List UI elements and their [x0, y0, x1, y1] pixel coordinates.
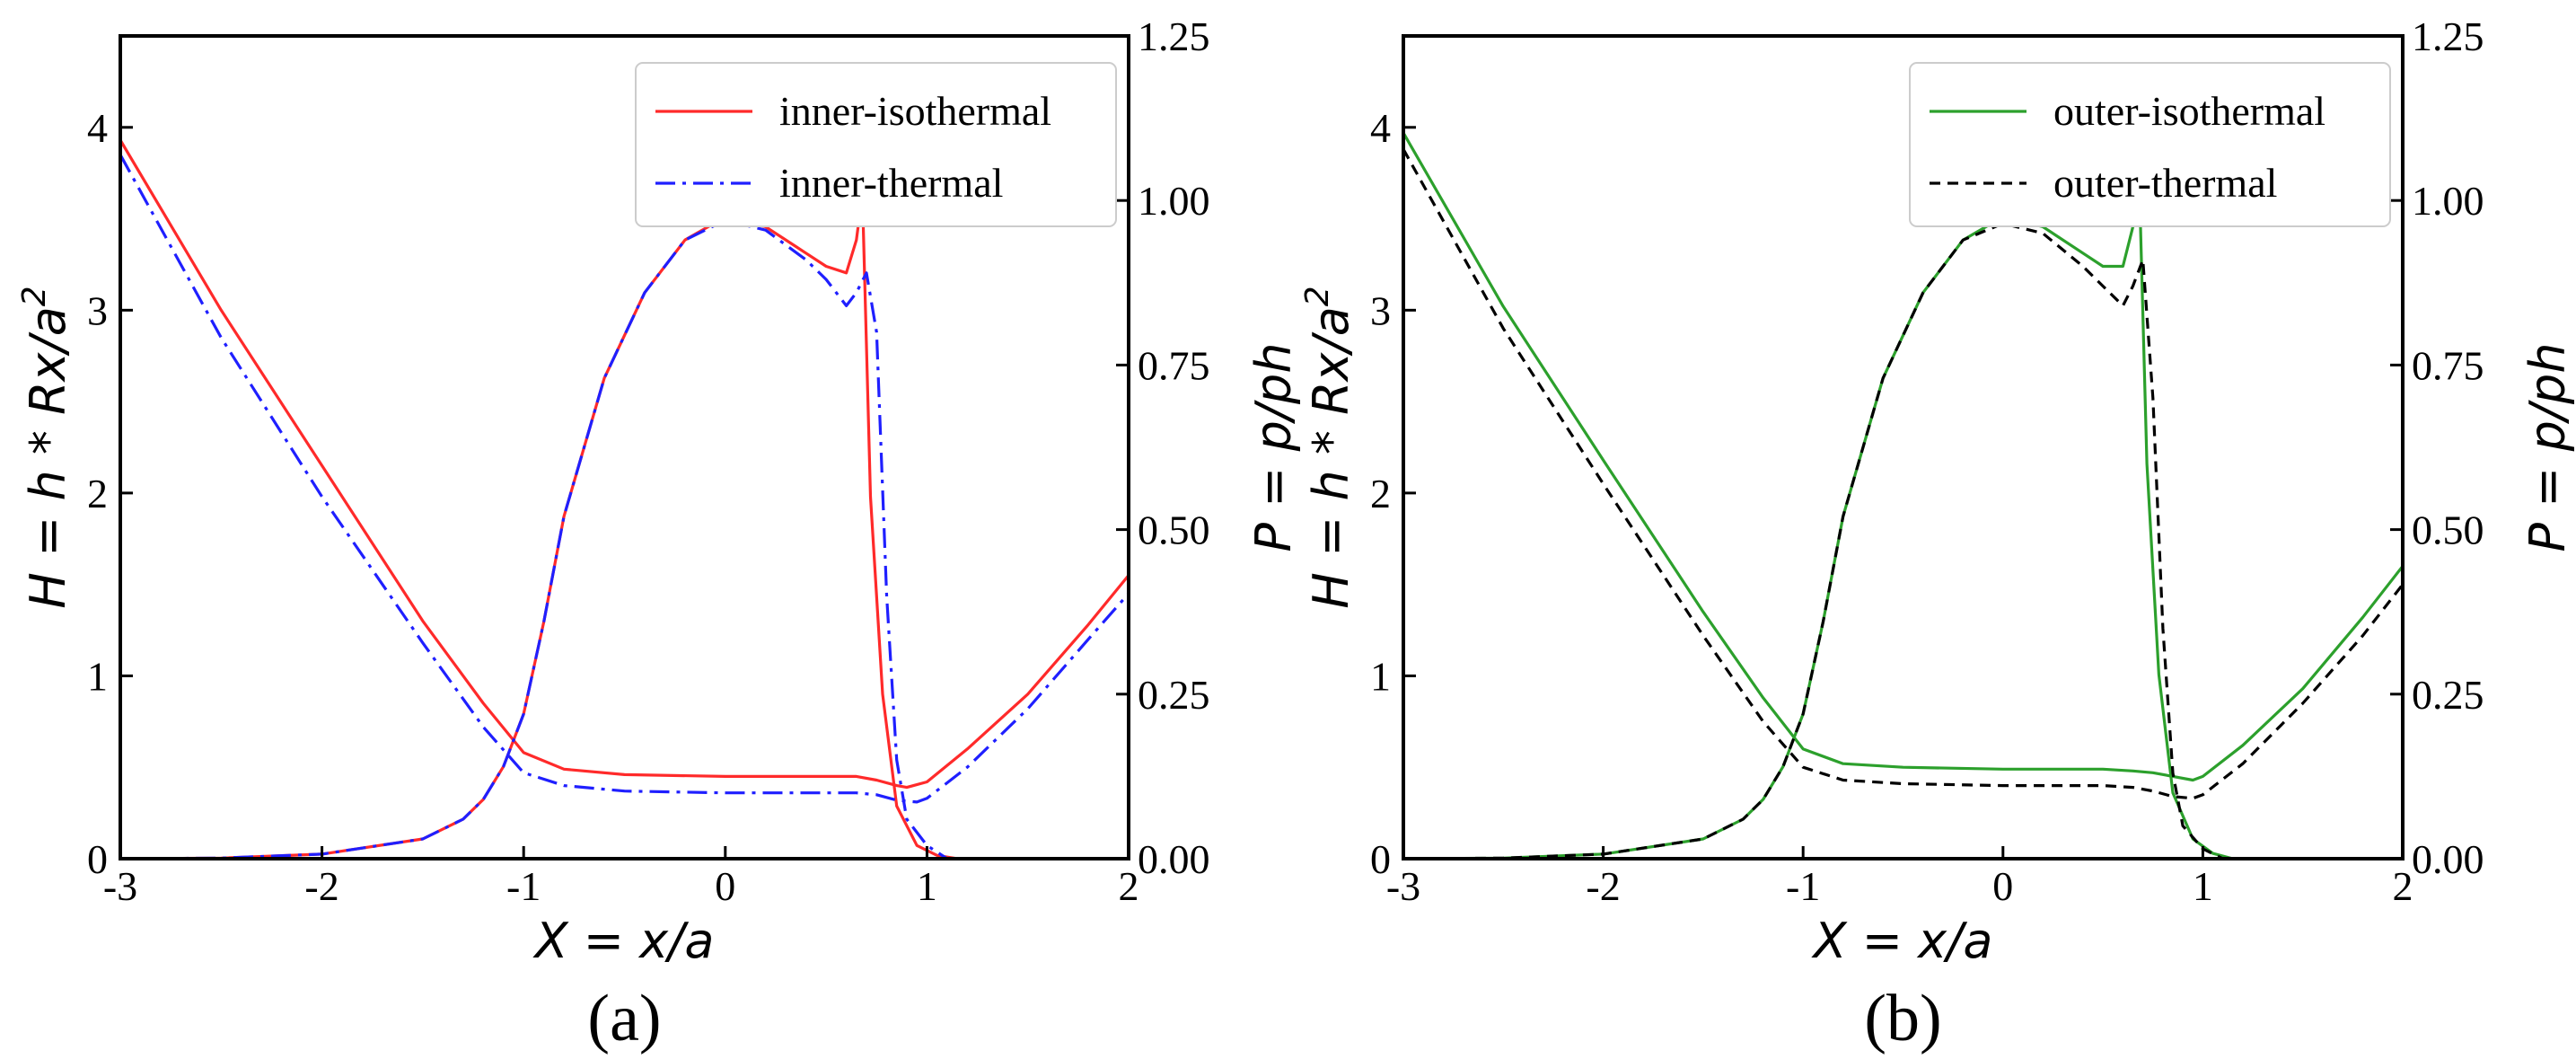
x-axis-label: X = x/a — [532, 913, 715, 969]
legend-label: inner-thermal — [779, 160, 1003, 206]
series-line-1 — [119, 139, 1130, 790]
series-line-3 — [119, 154, 1130, 804]
y-left-tick-label: 3 — [1370, 287, 1391, 333]
y-left-tick-label: 2 — [1370, 471, 1391, 516]
legend-label: outer-isothermal — [2053, 88, 2325, 134]
legend: inner-isothermal inner-thermal — [635, 62, 1117, 227]
chart-panel-1: -3 -2 -1 0 1 2 0 1 2 3 4 0.00 0.25 0.50 0.75 1.00 1.25 X … — [16, 13, 1302, 1055]
x-tick-label: -3 — [103, 863, 137, 909]
x-axis-label: X = x/a — [1811, 913, 1993, 969]
x-tick-label: -2 — [304, 863, 338, 909]
y-right-tick-label: 0.25 — [2412, 672, 2484, 718]
y-left-tick-label: 2 — [87, 471, 108, 516]
series-line-1 — [1402, 132, 2405, 782]
y-left-tick-label: 0 — [87, 836, 108, 882]
y-right-tick-label: 1.25 — [2412, 13, 2484, 59]
series-line-4 — [119, 218, 948, 860]
y-right-tick-label: 0.25 — [1138, 672, 1210, 718]
panel-caption: (b) — [1864, 982, 1941, 1055]
x-tick-label: 0 — [1992, 863, 2013, 909]
y-left-tick-label: 0 — [1370, 836, 1391, 882]
y-right-tick-label: 0.50 — [1138, 507, 1210, 553]
legend-label: outer-thermal — [2053, 160, 2277, 206]
x-tick-label: 2 — [1119, 863, 1139, 909]
y-right-tick-label: 1.25 — [1138, 13, 1210, 59]
x-tick-label: 1 — [917, 863, 937, 909]
legend-box — [1909, 62, 2391, 227]
x-tick-label: -2 — [1586, 863, 1620, 909]
x-tick-label: -3 — [1386, 863, 1420, 909]
series-line-4 — [1402, 222, 2224, 860]
y-right-axis-label: P = p/ph — [1245, 342, 1302, 552]
x-tick-label: 0 — [715, 863, 735, 909]
series-line-3 — [1402, 148, 2405, 800]
y-left-tick-label: 1 — [87, 653, 108, 699]
chart-panel-2: -3 -2 -1 0 1 2 0 1 2 3 4 0.00 0.25 0.50 0.75 1.00 1.25 X … — [1299, 13, 2576, 1055]
y-left-axis-superscript: 2 — [1299, 286, 1336, 306]
y-left-axis-superscript: 2 — [16, 286, 53, 306]
legend-label: inner-isothermal — [779, 88, 1051, 134]
y-right-tick-label: 0.75 — [1138, 342, 1210, 388]
x-tick-label: -1 — [506, 863, 541, 909]
y-right-tick-label: 1.00 — [1138, 178, 1210, 224]
y-left-tick-label: 4 — [87, 105, 108, 151]
y-right-tick-label: 0.00 — [2412, 836, 2484, 882]
x-tick-label: -1 — [1786, 863, 1820, 909]
y-left-tick-label: 4 — [1370, 105, 1391, 151]
y-left-tick-label: 3 — [87, 287, 108, 333]
legend: outer-isothermal outer-thermal — [1909, 62, 2391, 227]
y-left-axis-label: H = h * Rx/a2 — [1299, 286, 1359, 608]
y-right-tick-label: 1.00 — [2412, 178, 2484, 224]
y-left-axis-label: H = h * Rx/a2 — [16, 286, 76, 608]
panel-caption: (a) — [587, 982, 661, 1055]
y-right-tick-label: 0.00 — [1138, 836, 1210, 882]
x-tick-label: 2 — [2393, 863, 2413, 909]
legend-box — [635, 62, 1117, 227]
plot-frame — [1402, 34, 2405, 860]
y-right-tick-label: 0.50 — [2412, 507, 2484, 553]
x-tick-label: 1 — [2193, 863, 2213, 909]
plot-frame — [119, 34, 1130, 860]
y-left-tick-label: 1 — [1370, 653, 1391, 699]
y-right-tick-label: 0.75 — [2412, 342, 2484, 388]
y-right-axis-label: P = p/ph — [2519, 342, 2576, 552]
